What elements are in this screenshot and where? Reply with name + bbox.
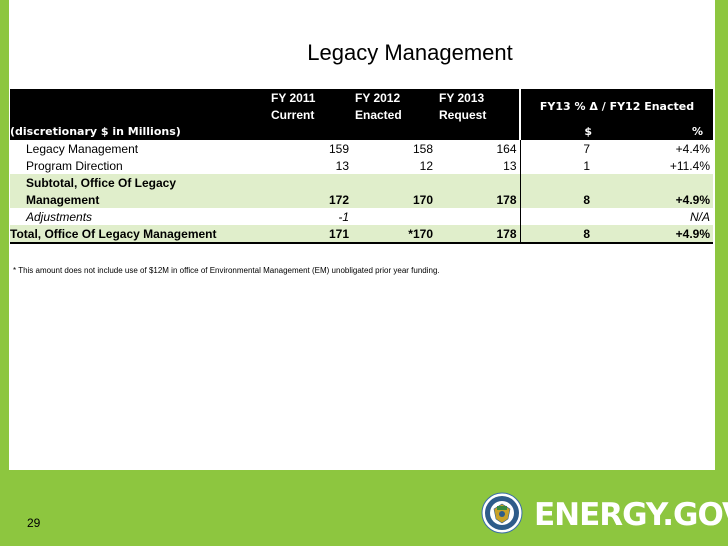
footnote: * This amount does not include use of $1… — [13, 266, 440, 275]
adjustments-row: Adjustments -1 N/A — [10, 208, 713, 225]
header-fy2013-year: FY 2013 — [436, 89, 521, 106]
header-row-2: Current Enacted Request — [10, 106, 713, 123]
budget-table: FY 2011 FY 2012 FY 2013 FY13 % Δ / FY12 … — [10, 89, 713, 244]
cell-delta-pct: +4.4% — [604, 140, 713, 157]
cell-delta-pct: +11.4% — [604, 157, 713, 174]
subtotal-label-line1: Subtotal, Office Of Legacy — [10, 174, 268, 191]
header-fy2012-type: Enacted — [352, 106, 436, 123]
cell-fy2011: 13 — [268, 157, 352, 174]
header-delta: FY13 % Δ / FY12 Enacted — [520, 89, 713, 123]
subtotal-row: Management 172 170 178 8 +4.9% — [10, 191, 713, 208]
adjustments-delta-pct: N/A — [604, 208, 713, 225]
subtotal-delta-dollar: 8 — [520, 191, 604, 208]
energy-gov-logo[interactable]: ENERGY.GOV — [534, 497, 728, 533]
cell-fy2012: 12 — [352, 157, 436, 174]
subtotal-fy2013: 178 — [436, 191, 521, 208]
page-number: 29 — [27, 516, 41, 530]
cell-fy2013: 164 — [436, 140, 521, 157]
total-label: Total, Office Of Legacy Management — [10, 225, 268, 244]
total-fy2011: 171 — [268, 225, 352, 244]
header-fy2011-year: FY 2011 — [268, 89, 352, 106]
adjustments-fy2012 — [352, 208, 436, 225]
header-fy2011-type: Current — [268, 106, 352, 123]
header-fy2013-type: Request — [436, 106, 521, 123]
subtotal-label-line2: Management — [10, 191, 268, 208]
left-frame-bar — [0, 0, 9, 546]
bottom-footer-bar — [0, 470, 728, 546]
subtotal-fy2011: 172 — [268, 191, 352, 208]
total-fy2012: *170 — [352, 225, 436, 244]
total-row: Total, Office Of Legacy Management 171 *… — [10, 225, 713, 244]
right-frame-bar — [715, 0, 728, 546]
table-row: Program Direction 13 12 13 1 +11.4% — [10, 157, 713, 174]
cell-delta-dollar: 1 — [520, 157, 604, 174]
subtotal-row-top: Subtotal, Office Of Legacy — [10, 174, 713, 191]
total-delta-dollar: 8 — [520, 225, 604, 244]
table-row: Legacy Management 159 158 164 7 +4.4% — [10, 140, 713, 157]
header-row-1: FY 2011 FY 2012 FY 2013 FY13 % Δ / FY12 … — [10, 89, 713, 123]
adjustments-fy2013 — [436, 208, 521, 225]
adjustments-fy2011: -1 — [268, 208, 352, 225]
subtotal-delta-pct: +4.9% — [604, 191, 713, 208]
units-label: (discretionary $ in Millions) — [10, 123, 268, 140]
cell-fy2013: 13 — [436, 157, 521, 174]
cell-fy2011: 159 — [268, 140, 352, 157]
cell-delta-dollar: 7 — [520, 140, 604, 157]
row-label: Legacy Management — [10, 140, 268, 157]
slide-content: Legacy Management FY 2011 FY 2012 FY 201… — [9, 0, 715, 470]
doe-seal-icon — [481, 492, 523, 534]
delta-dollar-header: $ — [520, 123, 604, 140]
slide-title: Legacy Management — [307, 40, 513, 65]
delta-percent-header: % — [604, 123, 713, 140]
adjustments-label: Adjustments — [10, 208, 268, 225]
subtotal-fy2012: 170 — [352, 191, 436, 208]
header-fy2012-year: FY 2012 — [352, 89, 436, 106]
row-label: Program Direction — [10, 157, 268, 174]
cell-fy2012: 158 — [352, 140, 436, 157]
total-fy2013: 178 — [436, 225, 521, 244]
adjustments-delta-dollar — [520, 208, 604, 225]
total-delta-pct: +4.9% — [604, 225, 713, 244]
header-row-3: (discretionary $ in Millions) $ % — [10, 123, 713, 140]
